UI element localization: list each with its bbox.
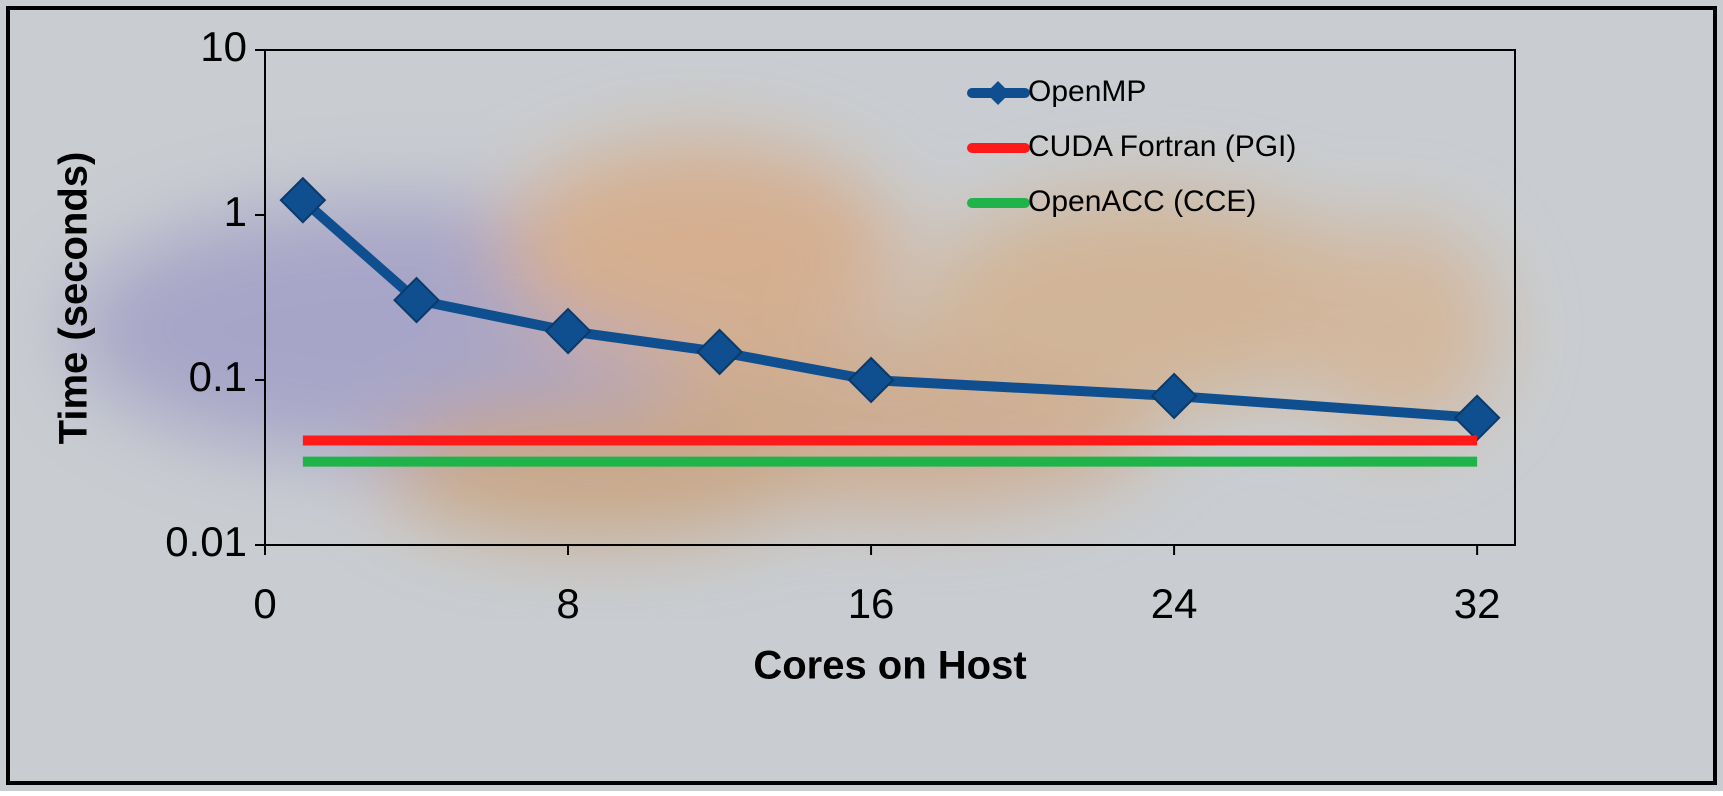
legend-label: OpenACC (CCE) [1028,185,1256,218]
y-tick-label: 10 [200,23,247,70]
x-tick-label: 24 [1151,580,1198,627]
legend-label: CUDA Fortran (PGI) [1028,130,1296,163]
x-axis-title: Cores on Host [753,644,1026,688]
x-tick-label: 0 [253,580,276,627]
legend-label: OpenMP [1028,75,1146,108]
x-tick-label: 8 [556,580,579,627]
x-tick-label: 32 [1454,580,1501,627]
y-axis-title: Time (seconds) [52,152,96,445]
x-tick-label: 16 [848,580,895,627]
chart: Cores on Host Time (seconds) 0.01 0.1 1 10 0… [0,0,1723,791]
y-tick-label: 1 [224,188,247,235]
y-tick-label: 0.1 [189,353,247,400]
y-tick-label: 0.01 [165,518,247,565]
page: Cores on Host Time (seconds) 0.01 0.1 1 10 0… [0,0,1723,796]
